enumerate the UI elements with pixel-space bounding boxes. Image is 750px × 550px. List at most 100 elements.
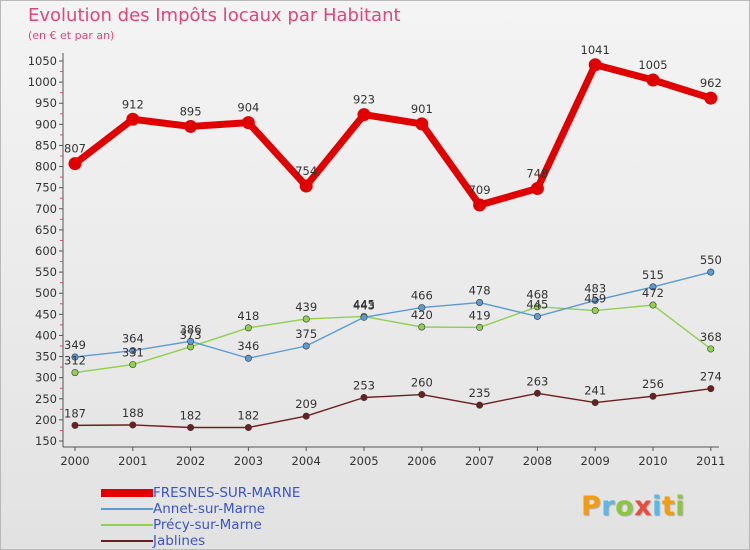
data-label-fresnes: 895 [180, 104, 202, 118]
y-tick-label: 150 [35, 434, 57, 448]
data-point-annet [187, 337, 195, 345]
logo-letter: r [601, 491, 616, 522]
data-point-annet [71, 353, 79, 361]
data-label-fresnes: 754 [295, 164, 317, 178]
y-tick-label: 950 [35, 96, 57, 110]
data-point-jablines [476, 401, 484, 409]
data-point-precy [71, 369, 79, 377]
data-label-jablines: 209 [295, 397, 317, 411]
y-tick-label: 350 [35, 350, 57, 364]
data-label-jablines: 274 [700, 370, 722, 384]
data-point-fresnes [241, 116, 255, 130]
data-point-annet [533, 312, 541, 320]
legend-label-annet: Annet-sur-Marne [153, 501, 266, 517]
y-tick-label: 1050 [28, 54, 57, 68]
data-point-jablines [649, 392, 657, 400]
data-point-jablines [187, 423, 195, 431]
data-label-precy: 468 [526, 288, 548, 302]
x-tick-label: 2004 [292, 454, 321, 468]
data-label-fresnes: 807 [64, 142, 86, 156]
data-label-jablines: 253 [353, 379, 375, 393]
y-tick-label: 650 [35, 223, 57, 237]
data-label-annet: 375 [295, 327, 317, 341]
data-label-fresnes: 1041 [581, 43, 610, 57]
data-label-fresnes: 901 [411, 102, 433, 116]
data-label-annet: 483 [584, 281, 606, 295]
data-label-precy: 472 [642, 286, 664, 300]
legend-swatch-annet [101, 508, 153, 510]
logo-letter: x [634, 491, 653, 522]
data-point-precy [418, 323, 426, 331]
data-point-fresnes [588, 58, 602, 72]
data-point-precy [302, 315, 310, 323]
data-label-fresnes: 1005 [638, 58, 667, 72]
x-tick-label: 2011 [696, 454, 725, 468]
chart-subtitle: (en € et par an) [28, 29, 115, 42]
logo-letter: t [661, 491, 676, 522]
data-point-jablines [129, 421, 137, 429]
data-point-precy [533, 303, 541, 311]
logo-letter: i [675, 491, 686, 522]
x-tick-label: 2009 [581, 454, 610, 468]
data-point-jablines [71, 421, 79, 429]
data-label-annet: 466 [411, 289, 433, 303]
x-tick-label: 2010 [638, 454, 667, 468]
legend-label-jablines: Jablines [153, 533, 206, 549]
data-label-annet: 346 [237, 339, 259, 353]
data-label-fresnes: 904 [237, 101, 259, 115]
data-point-fresnes [415, 117, 429, 131]
y-tick-label: 700 [35, 202, 57, 216]
data-point-annet [302, 342, 310, 350]
legend-item-fresnes: FRESNES-SUR-MARNE [101, 485, 361, 501]
series-line-annet [74, 271, 711, 359]
data-label-jablines: 182 [180, 408, 202, 422]
legend-swatch-precy [101, 524, 153, 526]
series-line-jablines [74, 387, 711, 429]
data-label-precy: 312 [64, 354, 86, 368]
data-point-jablines [360, 394, 368, 402]
data-point-jablines [302, 412, 310, 420]
data-point-annet [649, 283, 657, 291]
data-label-annet: 478 [469, 284, 491, 298]
data-point-fresnes [184, 119, 198, 133]
x-tick-label: 2006 [407, 454, 436, 468]
legend-swatch-fresnes [101, 489, 153, 497]
y-tick-label: 200 [35, 413, 57, 427]
data-point-jablines [591, 399, 599, 407]
y-tick-label: 600 [35, 244, 57, 258]
data-point-precy [244, 324, 252, 332]
data-label-annet: 445 [526, 297, 548, 311]
data-point-fresnes [704, 91, 718, 105]
data-point-precy [649, 301, 657, 309]
data-label-precy: 368 [700, 330, 722, 344]
data-label-fresnes: 923 [353, 93, 375, 107]
data-label-precy: 418 [237, 309, 259, 323]
chart-title: Evolution des Impôts locaux par Habitant [28, 5, 401, 26]
data-label-fresnes: 748 [526, 167, 548, 181]
data-label-jablines: 260 [411, 376, 433, 390]
y-tick-label: 300 [35, 371, 57, 385]
data-label-precy: 331 [122, 346, 144, 360]
data-point-annet [476, 299, 484, 307]
y-tick-label: 550 [35, 265, 57, 279]
data-point-fresnes [473, 198, 487, 212]
x-tick-label: 2002 [176, 454, 205, 468]
legend-label-fresnes: FRESNES-SUR-MARNE [153, 485, 301, 501]
series-line-precy [74, 304, 712, 374]
y-tick-label: 250 [35, 392, 57, 406]
data-label-annet: 515 [642, 268, 664, 282]
data-point-fresnes [646, 73, 660, 87]
data-point-annet [591, 296, 599, 304]
data-point-fresnes [68, 157, 82, 171]
data-label-precy: 459 [584, 292, 606, 306]
y-tick-label: 450 [35, 307, 57, 321]
data-label-annet: 364 [122, 332, 144, 346]
data-label-fresnes: 912 [122, 97, 144, 111]
data-point-annet [707, 268, 715, 276]
data-point-fresnes [530, 182, 544, 196]
legend-label-precy: Précy-sur-Marne [153, 517, 262, 533]
x-tick-label: 2007 [465, 454, 494, 468]
data-label-precy: 445 [353, 297, 375, 311]
